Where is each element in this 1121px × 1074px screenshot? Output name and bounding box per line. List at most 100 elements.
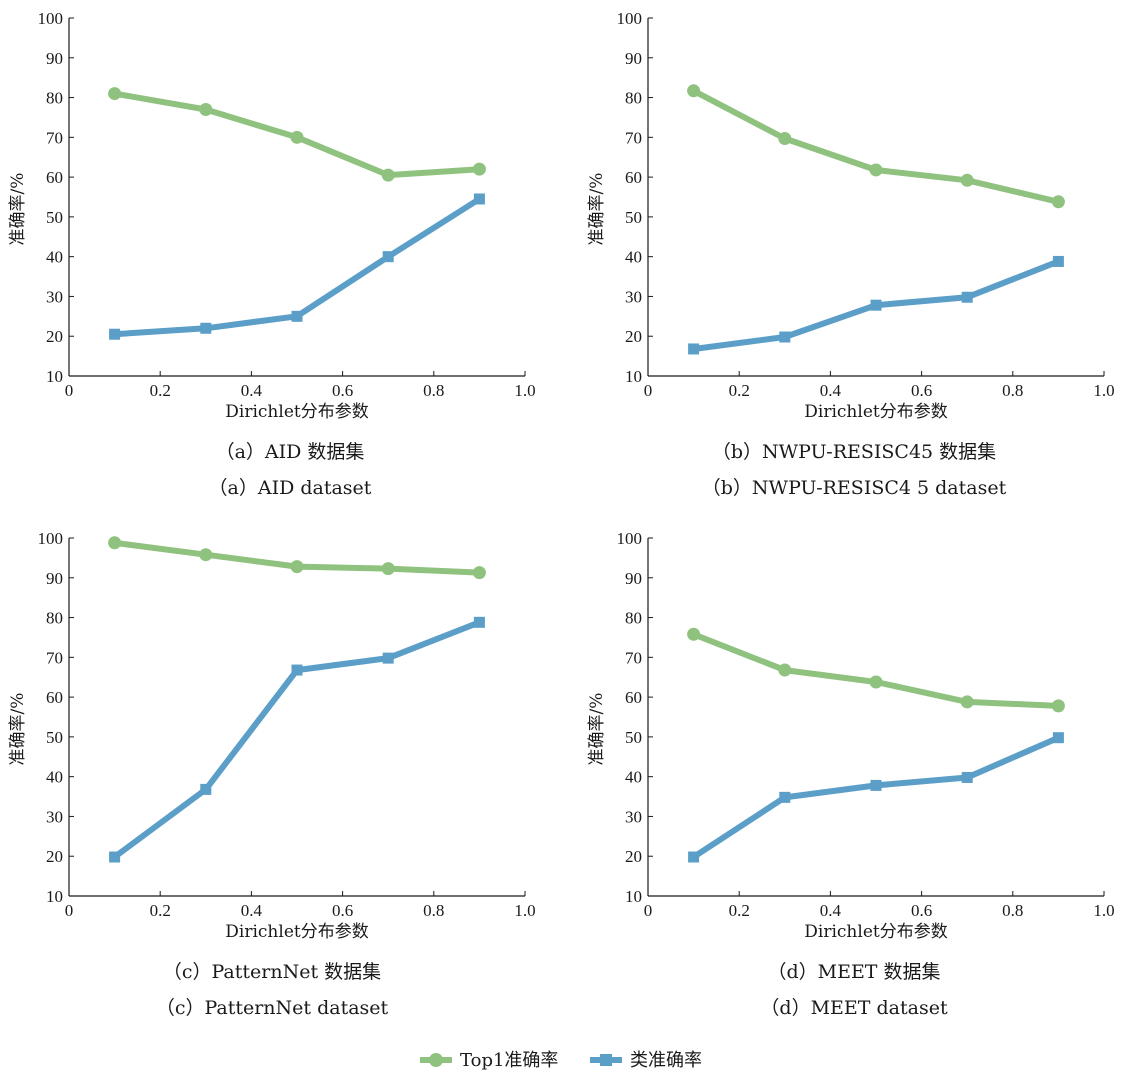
x-tick-label: 0.4 bbox=[820, 381, 842, 400]
x-tick-label: 0 bbox=[65, 381, 74, 400]
x-tick-label: 1.0 bbox=[514, 381, 535, 400]
y-tick-label: 40 bbox=[46, 248, 63, 267]
y-tick-label: 10 bbox=[46, 887, 63, 906]
y-tick-label: 70 bbox=[46, 128, 63, 147]
x-axis-title: Dirichlet分布参数 bbox=[804, 922, 947, 942]
y-tick-label: 50 bbox=[625, 208, 642, 227]
series-top1-point bbox=[381, 562, 395, 576]
y-tick-label: 60 bbox=[46, 688, 63, 707]
y-tick-label: 10 bbox=[625, 887, 642, 906]
series-class-point bbox=[200, 322, 212, 334]
x-tick-label: 0.2 bbox=[150, 901, 171, 920]
x-tick-label: 0.8 bbox=[1002, 381, 1023, 400]
series-class-point bbox=[200, 783, 212, 795]
caption-cn: （c）PatternNet 数据集 bbox=[163, 961, 381, 983]
legend-top1-label: Top1准确率 bbox=[460, 1050, 558, 1071]
x-tick-label: 1.0 bbox=[1093, 381, 1114, 400]
y-tick-label: 100 bbox=[617, 9, 643, 28]
y-tick-label: 20 bbox=[625, 847, 642, 866]
series-top1-point bbox=[108, 87, 122, 101]
series-class-point bbox=[870, 779, 882, 791]
caption-cn: （a）AID 数据集 bbox=[216, 441, 365, 463]
x-tick-label: 0.6 bbox=[911, 381, 932, 400]
y-tick-label: 10 bbox=[625, 367, 642, 386]
series-class-point bbox=[109, 328, 121, 340]
y-tick-label: 100 bbox=[617, 529, 643, 548]
series-top1-point bbox=[778, 132, 792, 146]
y-tick-label: 60 bbox=[625, 168, 642, 187]
series-class-point bbox=[961, 291, 973, 303]
y-axis-title: 准确率/% bbox=[8, 173, 28, 246]
y-tick-label: 30 bbox=[625, 287, 642, 306]
series-class-point bbox=[779, 331, 791, 343]
y-tick-label: 20 bbox=[46, 327, 63, 346]
legend-top1-marker bbox=[429, 1053, 443, 1067]
series-top1-point bbox=[108, 536, 122, 550]
x-tick-label: 0.2 bbox=[150, 381, 171, 400]
y-tick-label: 80 bbox=[46, 89, 63, 108]
y-tick-label: 40 bbox=[625, 248, 642, 267]
y-tick-label: 50 bbox=[625, 728, 642, 747]
y-axis-title: 准确率/% bbox=[587, 693, 607, 766]
series-top1-point bbox=[687, 627, 701, 641]
x-tick-label: 0.6 bbox=[332, 901, 353, 920]
legend-class-label: 类准确率 bbox=[630, 1050, 702, 1071]
series-class-point bbox=[382, 652, 394, 664]
caption-cn: （b）NWPU-RESISC45 数据集 bbox=[712, 441, 996, 463]
series-top1-point bbox=[199, 548, 213, 562]
caption-cn: （d）MEET 数据集 bbox=[767, 961, 940, 983]
series-class-point bbox=[291, 664, 303, 676]
series-top1-point bbox=[199, 102, 213, 116]
legend-class-marker bbox=[600, 1054, 612, 1066]
y-tick-label: 70 bbox=[46, 648, 63, 667]
legend: Top1准确率 类准确率 bbox=[420, 1050, 702, 1071]
series-class-point bbox=[473, 193, 485, 205]
y-tick-label: 10 bbox=[46, 367, 63, 386]
x-axis-title: Dirichlet分布参数 bbox=[804, 402, 947, 422]
y-tick-label: 90 bbox=[46, 569, 63, 588]
y-tick-label: 90 bbox=[625, 569, 642, 588]
x-tick-label: 0.8 bbox=[423, 901, 444, 920]
series-class-point bbox=[473, 616, 485, 628]
series-top1-point bbox=[869, 163, 883, 177]
series-class-line bbox=[111, 619, 483, 860]
y-tick-label: 80 bbox=[46, 609, 63, 628]
x-tick-label: 0.4 bbox=[241, 901, 263, 920]
y-axis-title: 准确率/% bbox=[587, 173, 607, 246]
series-class-point bbox=[688, 851, 700, 863]
y-tick-label: 80 bbox=[625, 609, 642, 628]
series-class-point bbox=[109, 851, 121, 863]
x-tick-label: 0.8 bbox=[423, 381, 444, 400]
series-top1-point bbox=[960, 695, 974, 709]
y-tick-label: 80 bbox=[625, 89, 642, 108]
series-top1-point bbox=[290, 560, 304, 574]
series-top1-point bbox=[687, 84, 701, 98]
chart-panel-2: 10 20 30 40 50 60 70 80 90 100 0 0.2 0.4 0.6 0.8 1.0 Dir… bbox=[587, 9, 1115, 499]
x-tick-label: 0.2 bbox=[729, 381, 750, 400]
y-tick-label: 40 bbox=[625, 768, 642, 787]
y-tick-label: 20 bbox=[46, 847, 63, 866]
caption-en: （d）MEET dataset bbox=[760, 997, 948, 1019]
chart-panel-1: 10 20 30 40 50 60 70 80 90 100 0 0.2 0.4 0.6 0.8 1.0 Dir… bbox=[8, 9, 536, 499]
series-top1-point bbox=[1051, 195, 1065, 209]
y-tick-label: 100 bbox=[38, 529, 64, 548]
y-tick-label: 30 bbox=[46, 807, 63, 826]
y-tick-label: 50 bbox=[46, 728, 63, 747]
x-axis-title: Dirichlet分布参数 bbox=[225, 402, 368, 422]
y-axis-title: 准确率/% bbox=[8, 693, 28, 766]
x-tick-label: 0 bbox=[644, 901, 653, 920]
x-tick-label: 1.0 bbox=[514, 901, 535, 920]
x-tick-label: 1.0 bbox=[1093, 901, 1114, 920]
series-top1-point bbox=[1051, 699, 1065, 713]
y-tick-label: 30 bbox=[46, 287, 63, 306]
x-tick-label: 0.2 bbox=[729, 901, 750, 920]
x-axis-title: Dirichlet分布参数 bbox=[225, 922, 368, 942]
caption-en: （c）PatternNet dataset bbox=[156, 997, 389, 1019]
series-class-point bbox=[1052, 732, 1064, 744]
caption-en: （b）NWPU-RESISC4 5 dataset bbox=[702, 477, 1007, 499]
x-tick-label: 0 bbox=[644, 381, 653, 400]
x-tick-label: 0.4 bbox=[820, 901, 842, 920]
x-tick-label: 0 bbox=[65, 901, 74, 920]
x-tick-label: 0.6 bbox=[332, 381, 353, 400]
